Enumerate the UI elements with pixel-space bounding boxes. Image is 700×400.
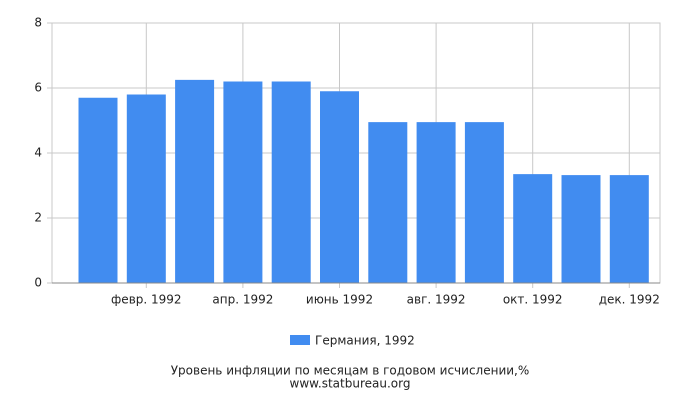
- source: www.statbureau.org: [290, 377, 411, 391]
- y-tick-label: 0: [34, 276, 42, 290]
- bar: [271, 81, 311, 283]
- bar: [320, 91, 359, 283]
- y-tick-label: 4: [34, 146, 42, 160]
- x-tick-label: окт. 1992: [503, 293, 563, 307]
- bar: [513, 174, 553, 283]
- y-tick-label: 6: [34, 81, 42, 95]
- x-tick-label: дек. 1992: [599, 293, 660, 307]
- x-tick-label: апр. 1992: [212, 293, 273, 307]
- bar: [368, 122, 408, 283]
- chart-title: Уровень инфляции по месяцам в годовом ис…: [171, 364, 530, 378]
- bar: [78, 97, 118, 283]
- bar: [561, 175, 601, 283]
- y-tick-label: 2: [34, 211, 42, 225]
- x-tick-label: июнь 1992: [306, 293, 373, 307]
- y-tick-label: 8: [34, 16, 42, 30]
- bar: [464, 122, 504, 283]
- x-tick-label: февр. 1992: [111, 293, 182, 307]
- bar: [223, 81, 263, 283]
- x-tick-label: авг. 1992: [407, 293, 466, 307]
- bar: [609, 175, 649, 283]
- bar: [175, 79, 215, 283]
- legend-swatch: [290, 335, 310, 345]
- bar: [126, 94, 166, 283]
- bar: [416, 122, 456, 283]
- legend-label: Германия, 1992: [315, 334, 415, 348]
